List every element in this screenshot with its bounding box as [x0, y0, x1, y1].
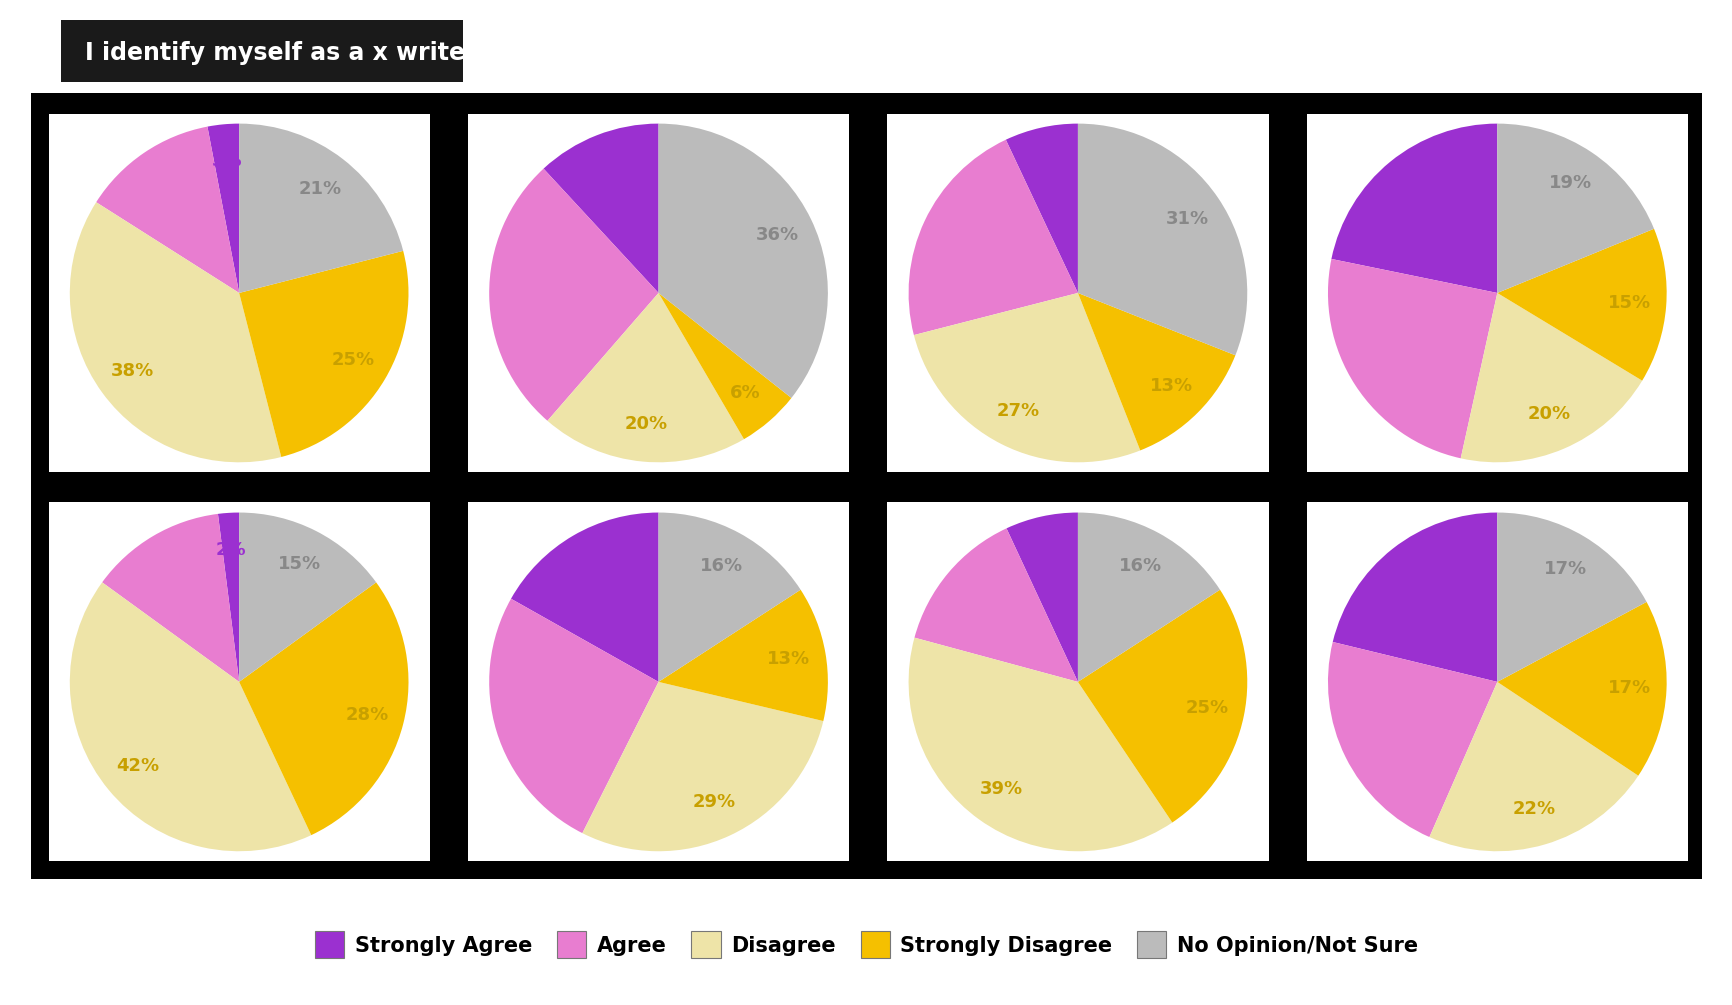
Text: 16%: 16%	[1119, 557, 1162, 575]
Text: 29%: 29%	[693, 793, 736, 811]
Wedge shape	[1496, 124, 1652, 293]
Wedge shape	[95, 127, 239, 293]
Text: 7%: 7%	[1034, 155, 1063, 173]
Wedge shape	[1327, 642, 1496, 837]
Wedge shape	[1330, 124, 1496, 293]
Wedge shape	[1077, 513, 1219, 681]
Text: 25%: 25%	[331, 351, 374, 369]
Text: 39%: 39%	[979, 780, 1022, 798]
Text: 31%: 31%	[1166, 210, 1207, 228]
Text: 21%: 21%	[298, 180, 341, 198]
Wedge shape	[1460, 293, 1642, 462]
Wedge shape	[582, 681, 823, 851]
Text: 13%: 13%	[151, 559, 194, 577]
Wedge shape	[658, 293, 792, 439]
Wedge shape	[1006, 513, 1077, 681]
Text: 22%: 22%	[1356, 732, 1399, 750]
Text: 21%: 21%	[1393, 569, 1436, 587]
Text: 22%: 22%	[1512, 800, 1555, 818]
Legend: Strongly Agree, Agree, Disagree, Strongly Disagree, No Opinion/Not Sure: Strongly Agree, Agree, Disagree, Strongl…	[307, 923, 1425, 967]
Text: 28%: 28%	[345, 706, 388, 724]
Wedge shape	[1496, 513, 1645, 681]
Wedge shape	[908, 140, 1077, 335]
Text: 13%: 13%	[1148, 377, 1192, 395]
Wedge shape	[102, 514, 239, 681]
Text: 27%: 27%	[504, 286, 547, 304]
Text: 15%: 15%	[1607, 294, 1649, 313]
Wedge shape	[1429, 681, 1637, 851]
Wedge shape	[511, 513, 658, 681]
Text: 6%: 6%	[729, 384, 760, 402]
Text: 7%: 7%	[1034, 544, 1063, 562]
Text: 25%: 25%	[1365, 356, 1406, 374]
Text: 13%: 13%	[144, 175, 187, 193]
Wedge shape	[239, 251, 409, 457]
Wedge shape	[488, 169, 658, 421]
Wedge shape	[488, 599, 658, 833]
Text: 20%: 20%	[624, 415, 667, 433]
Wedge shape	[208, 124, 239, 293]
Wedge shape	[239, 124, 404, 293]
Text: 36%: 36%	[755, 226, 798, 244]
Text: 2%: 2%	[215, 541, 246, 559]
Wedge shape	[1496, 602, 1666, 776]
Text: I identify myself as a x writer: I identify myself as a x writer	[85, 40, 476, 64]
Text: 22%: 22%	[937, 228, 979, 245]
Wedge shape	[1327, 259, 1496, 458]
Text: 25%: 25%	[1185, 699, 1228, 718]
Wedge shape	[1077, 124, 1247, 356]
Text: 15%: 15%	[277, 555, 320, 573]
Text: 19%: 19%	[1548, 174, 1592, 192]
Text: 16%: 16%	[700, 557, 743, 575]
Wedge shape	[658, 124, 828, 398]
Text: 38%: 38%	[111, 362, 154, 380]
Wedge shape	[914, 529, 1077, 681]
Text: 12%: 12%	[589, 161, 632, 179]
Wedge shape	[1005, 124, 1077, 293]
Wedge shape	[547, 293, 743, 462]
Text: 20%: 20%	[1528, 405, 1569, 423]
Wedge shape	[1496, 229, 1666, 381]
Wedge shape	[658, 590, 828, 721]
Wedge shape	[218, 513, 239, 681]
Wedge shape	[1332, 513, 1496, 681]
Text: 26%: 26%	[511, 712, 554, 730]
Text: 17%: 17%	[1607, 679, 1651, 697]
Wedge shape	[239, 582, 409, 835]
Wedge shape	[69, 202, 281, 462]
Text: 14%: 14%	[954, 588, 998, 606]
Text: 13%: 13%	[767, 650, 811, 668]
Text: 42%: 42%	[116, 757, 159, 775]
Text: 3%: 3%	[211, 153, 242, 171]
Wedge shape	[913, 293, 1140, 462]
Wedge shape	[908, 637, 1171, 851]
Text: 27%: 27%	[996, 402, 1039, 420]
Wedge shape	[1077, 590, 1247, 822]
Wedge shape	[1077, 293, 1235, 450]
Text: 17%: 17%	[570, 559, 613, 577]
Text: 17%: 17%	[1543, 560, 1587, 578]
Wedge shape	[239, 513, 376, 681]
Wedge shape	[69, 582, 312, 851]
Wedge shape	[544, 124, 658, 293]
Wedge shape	[658, 513, 800, 681]
Text: 22%: 22%	[1391, 182, 1434, 200]
